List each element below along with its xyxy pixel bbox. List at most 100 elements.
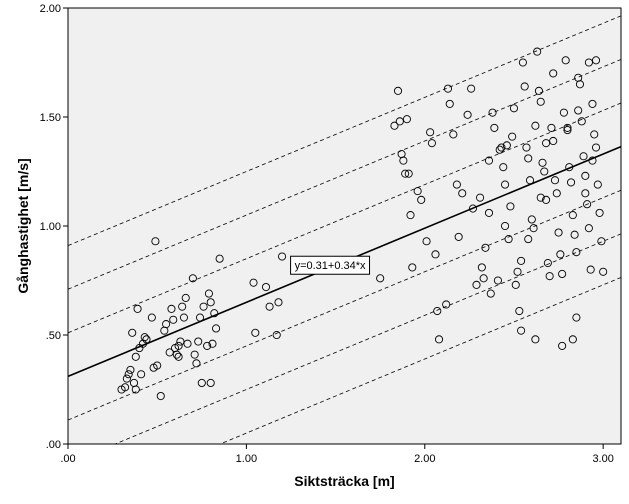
data-point-125: [547, 123, 556, 132]
data-point-19: [153, 361, 162, 370]
data-point-8: [131, 352, 140, 361]
data-point-98: [499, 163, 508, 172]
data-point-157: [568, 335, 577, 344]
y-axis-title: Gånghastighet [m/s]: [15, 158, 31, 293]
reference-line-3: [68, 189, 621, 421]
data-point-86: [472, 280, 481, 289]
data-point-108: [517, 256, 526, 265]
data-point-93: [488, 108, 497, 117]
data-point-20: [156, 391, 165, 401]
data-point-155: [591, 56, 601, 65]
data-point-42: [203, 341, 212, 350]
data-point-129: [554, 228, 563, 237]
data-point-110: [520, 82, 529, 91]
data-point-50: [249, 278, 258, 287]
data-point-24: [167, 304, 176, 313]
data-point-171: [574, 106, 583, 115]
data-point-96: [495, 145, 504, 154]
y-tick-label-3: 1.00: [40, 221, 61, 233]
data-point-153: [597, 237, 606, 246]
data-point-169: [563, 123, 572, 132]
data-point-81: [454, 232, 463, 241]
data-point-127: [550, 176, 560, 185]
data-point-63: [401, 169, 410, 178]
data-point-128: [552, 189, 561, 198]
data-point-126: [549, 136, 558, 146]
data-point-29: [174, 341, 183, 350]
data-point-163: [549, 69, 558, 78]
data-point-80: [452, 180, 461, 189]
data-point-103: [508, 132, 517, 141]
data-point-56: [278, 252, 287, 261]
y-tick-label-1: .00: [46, 439, 61, 451]
data-point-107: [515, 306, 524, 316]
data-point-6: [128, 328, 137, 337]
data-point-131: [558, 269, 567, 279]
data-point-117: [533, 47, 542, 56]
data-point-53: [265, 302, 274, 311]
data-point-91: [484, 156, 494, 165]
data-point-122: [542, 195, 551, 204]
reference-line-1: [219, 277, 621, 444]
data-point-51: [251, 328, 260, 337]
data-point-100: [502, 141, 511, 150]
y-tick-label-4: 1.50: [40, 112, 61, 124]
x-tick-label-3: 2.00: [414, 453, 435, 465]
data-point-2: [121, 383, 130, 392]
data-point-87: [476, 193, 485, 202]
data-point-115: [529, 224, 538, 233]
data-point-33: [181, 293, 190, 302]
axes: .00 1.00 2.00 3.00 .00 .50 1.00 1.50 2.00: [40, 3, 622, 465]
data-point-106: [513, 267, 522, 276]
data-point-57: [376, 274, 385, 283]
data-point-116: [531, 121, 540, 130]
data-point-147: [586, 265, 595, 274]
data-point-167: [500, 221, 510, 231]
data-point-113: [525, 176, 535, 185]
reference-line-4: [68, 102, 621, 334]
data-point-166: [484, 208, 494, 217]
fit-equation-label: y=0.31+0.34*x: [290, 255, 371, 275]
data-point-95: [493, 276, 502, 285]
data-point-62: [399, 156, 408, 165]
data-point-32: [179, 313, 189, 322]
data-point-70: [422, 237, 431, 246]
data-point-101: [504, 235, 513, 244]
data-point-60: [395, 117, 404, 126]
data-point-85: [468, 204, 477, 213]
data-point-104: [509, 104, 519, 113]
x-tick-label-4: 3.00: [592, 453, 613, 465]
x-tick-label-1: .00: [60, 453, 75, 465]
data-point-151: [593, 180, 602, 189]
data-point-39: [195, 313, 205, 322]
data-point-49: [215, 254, 224, 263]
data-point-45: [206, 378, 215, 388]
data-point-134: [563, 126, 572, 135]
data-point-46: [208, 339, 217, 348]
reference-line-2: [114, 233, 621, 444]
fit-equation-text: y=0.31+0.34*x: [295, 260, 366, 272]
data-point-83: [463, 110, 472, 119]
data-point-71: [426, 128, 435, 137]
data-point-73: [431, 250, 440, 259]
data-point-150: [591, 143, 601, 152]
data-point-152: [595, 208, 604, 217]
data-point-78: [445, 99, 454, 108]
data-point-27: [172, 350, 181, 359]
data-point-139: [572, 248, 581, 257]
data-point-124: [545, 272, 554, 281]
data-point-90: [481, 243, 490, 252]
y-tick-label-2: .50: [46, 330, 61, 342]
data-point-43: [204, 289, 213, 298]
data-point-16: [147, 313, 156, 322]
data-point-88: [477, 263, 486, 272]
data-point-146: [584, 224, 593, 233]
data-point-65: [404, 169, 413, 178]
data-point-121: [540, 167, 549, 176]
data-point-74: [433, 306, 442, 316]
data-point-38: [194, 337, 203, 346]
data-point-4: [124, 370, 133, 379]
data-point-84: [467, 84, 476, 93]
data-point-165: [524, 235, 533, 244]
